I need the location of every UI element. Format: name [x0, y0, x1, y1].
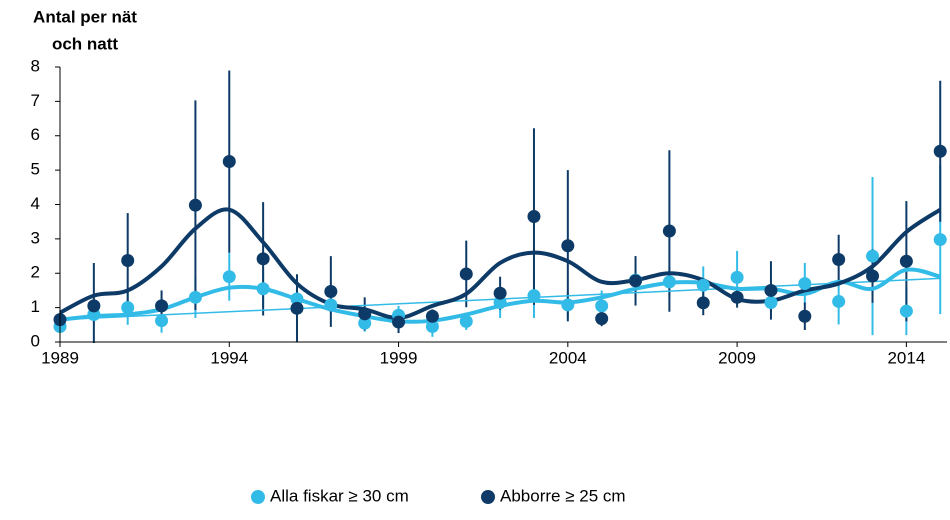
- data-point: [764, 295, 778, 309]
- data-point: [696, 278, 710, 292]
- legend-marker: [481, 490, 495, 504]
- data-point: [155, 299, 169, 313]
- data-point: [899, 254, 913, 268]
- y-axis-label: Antal per nät: [33, 7, 137, 26]
- data-point: [459, 267, 473, 281]
- data-point: [324, 284, 338, 298]
- data-point: [866, 249, 880, 263]
- y-tick-label: 1: [31, 297, 40, 316]
- data-point: [527, 289, 541, 303]
- y-tick-label: 3: [31, 228, 40, 247]
- data-point: [358, 316, 372, 330]
- data-point: [730, 290, 744, 304]
- x-tick-label: 1989: [41, 348, 79, 367]
- plot-area: [53, 70, 947, 343]
- x-tick-label: 2004: [549, 348, 587, 367]
- legend-label: Alla fiskar ≥ 30 cm: [270, 486, 409, 505]
- x-tick-label: 1999: [380, 348, 418, 367]
- data-point: [121, 301, 135, 315]
- data-point: [832, 253, 846, 266]
- data-point: [188, 198, 202, 212]
- y-tick-label: 2: [31, 263, 40, 282]
- data-point: [155, 314, 169, 328]
- smooth-line: [59, 207, 942, 320]
- data-point: [629, 274, 643, 288]
- data-point: [324, 298, 338, 312]
- data-point: [696, 296, 710, 310]
- data-point: [561, 298, 575, 312]
- data-point: [222, 155, 236, 169]
- x-tick-label: 1994: [210, 348, 248, 367]
- y-tick-label: 0: [31, 331, 40, 350]
- y-tick-label: 5: [31, 160, 40, 179]
- data-point: [866, 269, 880, 283]
- x-tick-label: 2009: [718, 348, 756, 367]
- data-point: [493, 286, 507, 300]
- x-tick-label: 2014: [887, 348, 925, 367]
- data-point: [662, 224, 676, 238]
- data-point: [595, 312, 609, 326]
- data-point: [392, 315, 406, 329]
- data-point: [121, 254, 135, 268]
- data-point: [899, 304, 913, 318]
- data-point: [595, 299, 609, 313]
- data-point: [527, 210, 541, 224]
- y-tick-label: 8: [31, 56, 40, 75]
- data-point: [798, 309, 812, 323]
- y-tick-label: 4: [31, 194, 40, 213]
- data-point: [256, 282, 270, 296]
- data-point: [561, 239, 575, 253]
- data-point: [933, 233, 947, 247]
- data-point: [764, 283, 778, 297]
- data-point: [222, 270, 236, 284]
- data-point: [425, 320, 439, 334]
- data-point: [493, 295, 507, 309]
- data-point: [188, 290, 202, 304]
- data-point: [459, 314, 473, 328]
- data-point: [832, 294, 846, 308]
- legend-label: Abborre ≥ 25 cm: [500, 486, 626, 505]
- data-point: [662, 275, 676, 289]
- data-point: [730, 270, 744, 284]
- y-tick-label: 6: [31, 125, 40, 144]
- data-point: [290, 301, 304, 315]
- data-point: [358, 307, 372, 321]
- y-tick-label: 7: [31, 91, 40, 110]
- data-point: [87, 299, 101, 313]
- data-point: [798, 277, 812, 291]
- data-point: [290, 292, 304, 306]
- legend-marker: [251, 490, 265, 504]
- data-point: [425, 309, 439, 323]
- data-point: [256, 252, 270, 266]
- data-point: [933, 144, 947, 158]
- y-axis-label: och natt: [52, 34, 118, 53]
